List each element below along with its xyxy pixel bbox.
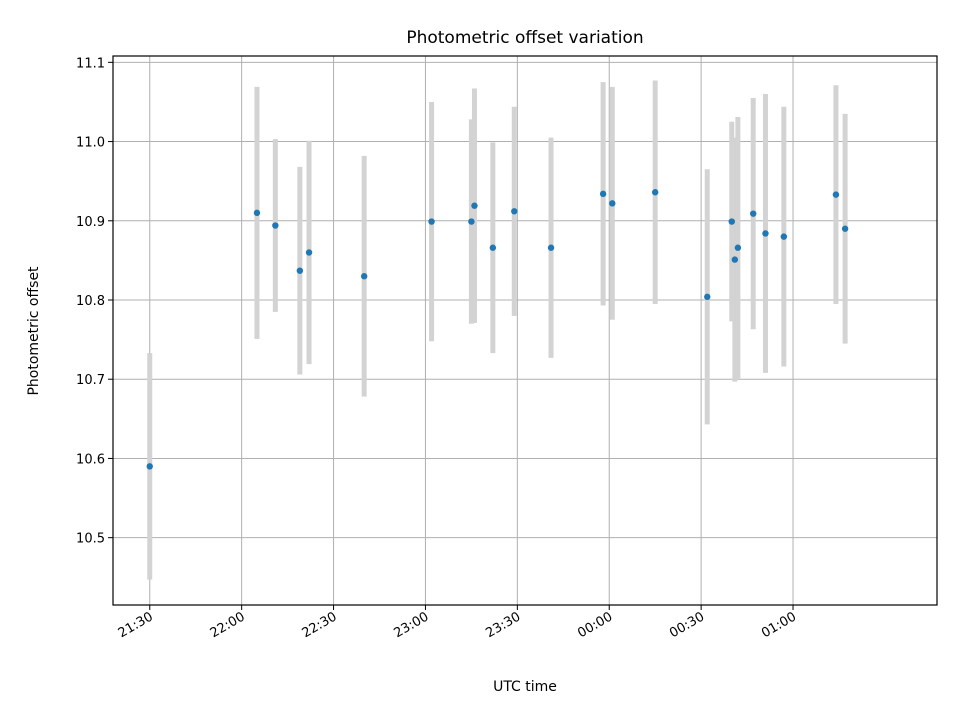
y-tick-label: 11.0 — [76, 136, 105, 151]
data-point — [468, 218, 475, 225]
data-point — [489, 244, 497, 251]
error-bars — [147, 80, 848, 580]
data-point — [841, 225, 849, 232]
chart-title: Photometric offset variation — [406, 28, 643, 48]
x-tick-label: 00:30 — [667, 609, 707, 641]
data-point — [253, 209, 261, 217]
data-point — [731, 256, 739, 263]
y-tick-label: 10.8 — [76, 294, 105, 309]
y-tick-label: 11.1 — [76, 56, 105, 71]
data-point — [360, 273, 368, 280]
x-tick-label: 00:00 — [575, 609, 615, 641]
data-point — [832, 191, 840, 198]
y-axis-label: Photometric offset — [26, 266, 42, 396]
y-tick-label: 10.6 — [76, 452, 105, 467]
data-point — [599, 190, 607, 198]
data-point — [750, 210, 757, 217]
plot-frame — [112, 55, 938, 606]
x-axis-label: UTC time — [493, 679, 557, 695]
data-point — [734, 244, 742, 251]
x-axis: 21:30 22:00 22:30 23:00 23:30 00:00 00:30 01:00 — [116, 605, 799, 641]
y-tick-label: 10.5 — [76, 532, 105, 547]
data-point — [780, 233, 788, 240]
y-tick-label: 10.9 — [76, 215, 105, 230]
data-point — [547, 244, 555, 251]
data-point — [651, 189, 659, 196]
x-tick-label: 23:00 — [391, 609, 431, 641]
x-tick-label: 21:30 — [116, 609, 156, 641]
data-point — [272, 222, 279, 229]
x-tick-label: 22:30 — [300, 609, 340, 641]
data-point — [609, 200, 616, 207]
x-tick-label: 01:00 — [759, 609, 799, 641]
y-tick-label: 10.7 — [76, 373, 105, 388]
data-point — [305, 249, 313, 256]
x-tick-label: 23:30 — [483, 609, 523, 641]
data-points — [146, 189, 849, 470]
data-point — [728, 218, 735, 225]
data-point — [511, 208, 518, 215]
grid — [113, 56, 937, 605]
data-point — [146, 463, 153, 470]
y-axis: 10.5 10.6 10.7 10.8 10.9 11.0 11.1 — [76, 56, 113, 547]
data-point — [428, 218, 435, 225]
data-point — [471, 202, 478, 209]
data-point — [704, 293, 711, 301]
data-point — [762, 230, 769, 237]
data-point — [296, 267, 304, 274]
x-tick-label: 22:00 — [208, 609, 248, 641]
